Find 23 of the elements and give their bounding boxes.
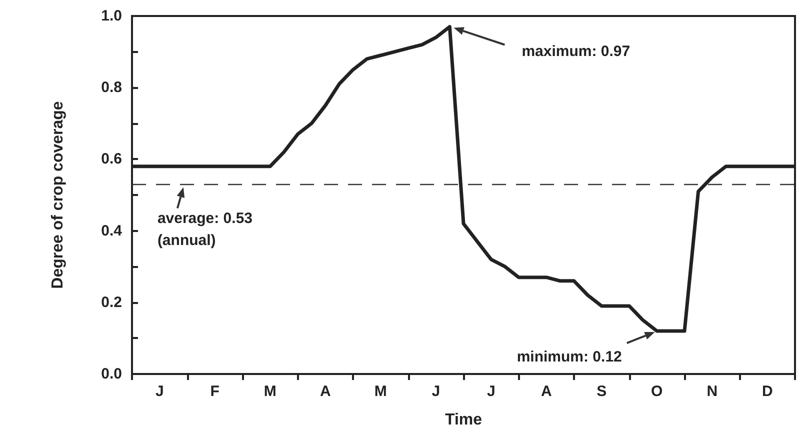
x-tick-label: A (320, 383, 331, 400)
x-tick-label: M (374, 383, 387, 400)
y-tick-label: 0.4 (101, 222, 123, 240)
x-tick-label: J (432, 383, 440, 400)
x-tick-label: J (155, 383, 164, 400)
annotation: minimum: 0.12 (516, 348, 622, 366)
x-tick-label: F (210, 383, 220, 400)
y-tick-label: 0.2 (101, 294, 122, 311)
legend-label: average: 0.53 (annual) (157, 210, 253, 249)
y-tick-label: 0.0 (101, 366, 122, 382)
y-tick-label: 1.0 (101, 8, 122, 24)
x-tick-label: D (762, 383, 773, 400)
x-tick-label: A (540, 383, 552, 400)
y-axis-title: Degree of crop coverage (50, 101, 66, 289)
x-tick-label: M (264, 383, 276, 400)
y-tick-label: 0.6 (101, 150, 122, 168)
y-tick-label: 0.8 (101, 79, 122, 96)
x-axis-title: Time (444, 412, 482, 428)
x-tick-label: J (486, 383, 496, 400)
x-tick-label: N (706, 383, 718, 400)
x-tick-label: O (651, 383, 664, 400)
annotation: maximum: 0.97 (522, 43, 630, 60)
x-tick-label: S (596, 383, 607, 400)
